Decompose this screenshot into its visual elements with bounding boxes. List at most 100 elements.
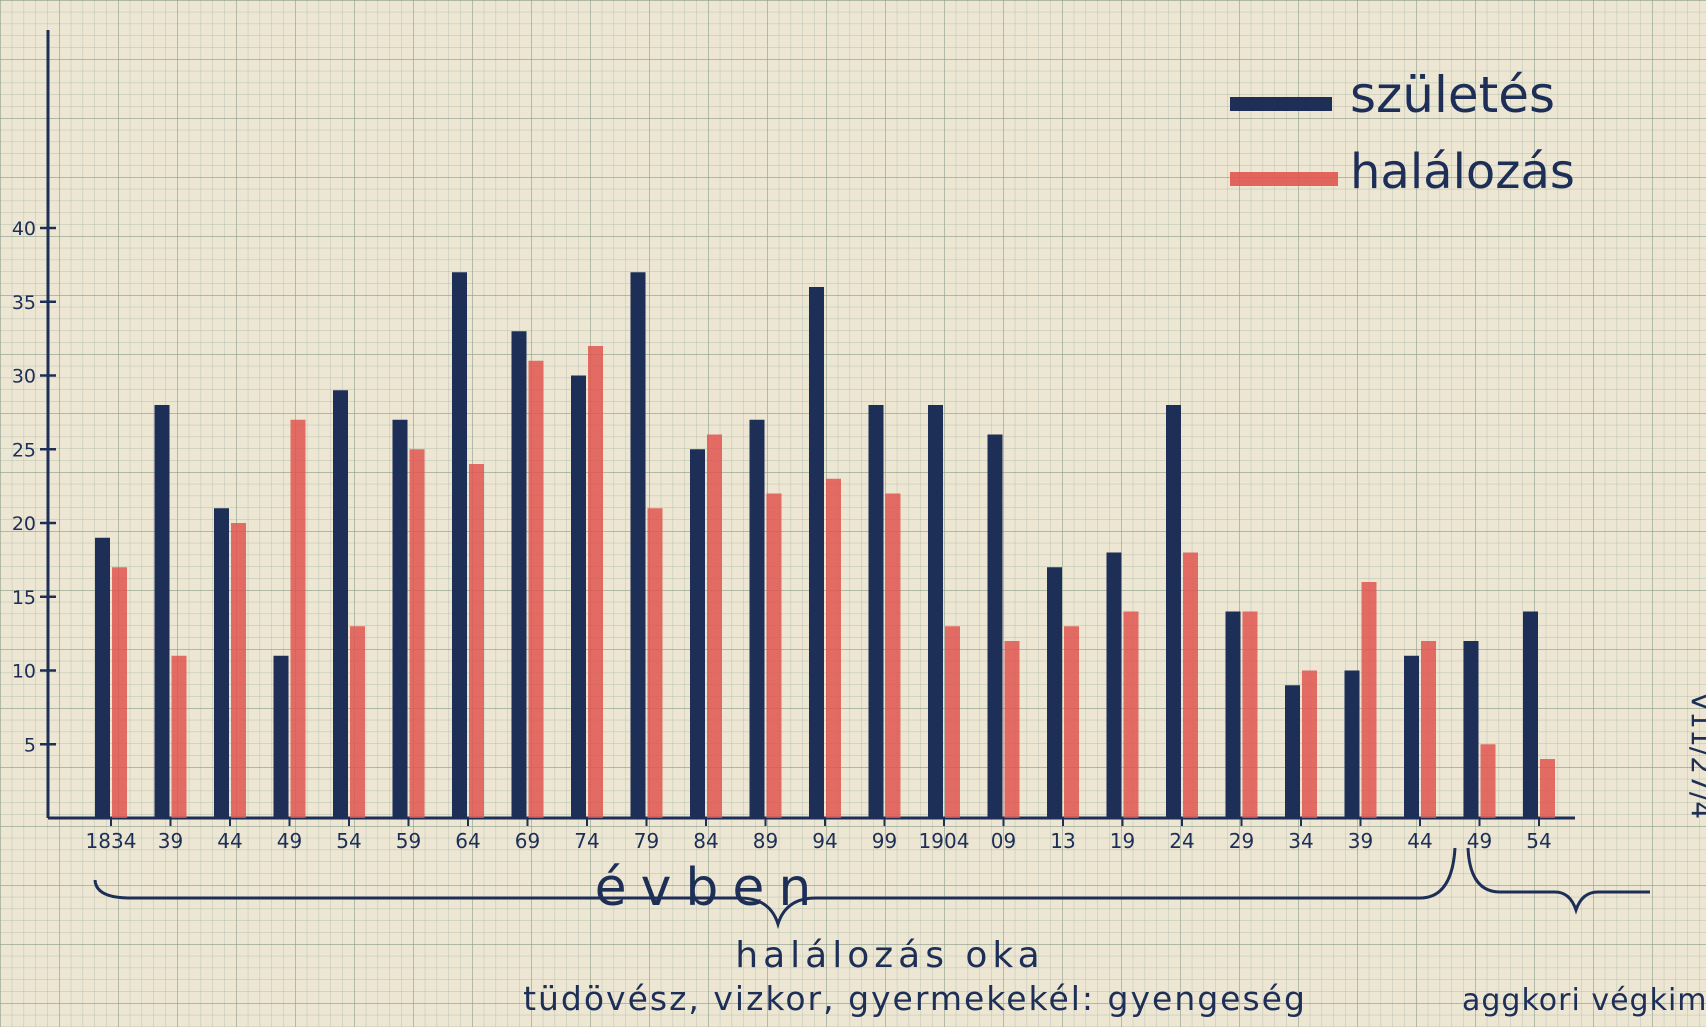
legend-label-deaths: halálozás xyxy=(1350,144,1575,200)
bar-deaths xyxy=(350,626,365,818)
bar-deaths xyxy=(171,655,187,818)
x-tick-label: 29 xyxy=(1229,829,1254,853)
x-tick-label: 89 xyxy=(753,829,778,853)
x-tick-label: 99 xyxy=(872,829,897,853)
bar-births xyxy=(630,272,646,818)
x-tick-label: 34 xyxy=(1288,829,1313,853)
bar-deaths xyxy=(1123,611,1139,818)
x-tick-label: 54 xyxy=(336,829,361,853)
bar-births xyxy=(1404,655,1419,818)
bar-births xyxy=(1106,552,1122,818)
y-tick-label: 35 xyxy=(12,292,36,314)
bar-births xyxy=(571,375,586,818)
bar-deaths xyxy=(826,478,841,818)
x-tick-label: 69 xyxy=(515,829,540,853)
x-tick-label: 13 xyxy=(1050,829,1075,853)
bar-births xyxy=(1344,670,1360,818)
bar-deaths xyxy=(885,493,901,818)
y-tick-label: 20 xyxy=(12,513,36,535)
y-tick-label: 15 xyxy=(12,587,36,609)
bar-deaths xyxy=(528,360,544,818)
bar-births xyxy=(333,390,348,818)
x-tick-label: 19 xyxy=(1110,829,1135,853)
legend: születés halálozás xyxy=(1230,66,1575,200)
legend-swatch-deaths xyxy=(1230,172,1338,186)
bar-births xyxy=(95,537,110,818)
y-tick-label: 5 xyxy=(24,734,36,756)
bar-deaths xyxy=(1064,626,1079,818)
cause-title: halálozás oka xyxy=(735,935,1044,976)
x-axis-label: évben xyxy=(595,858,826,918)
bar-deaths xyxy=(766,493,782,818)
x-tick-label: 94 xyxy=(812,829,837,853)
annotations: évben halálozás oka tüdövész, vizkor, gy… xyxy=(93,692,1706,1018)
bar-births xyxy=(1225,611,1241,818)
brace-years xyxy=(93,847,1457,930)
bar-deaths xyxy=(945,626,960,818)
bar-births xyxy=(452,272,467,818)
x-tick-label: 54 xyxy=(1526,829,1551,853)
legend-swatch-births xyxy=(1230,97,1332,111)
x-ticks: 1834 39 44 49 54 59 64 69 74 79 84 89 94 99 1904 09 13 19… xyxy=(86,818,1552,853)
x-tick-label: 44 xyxy=(1407,829,1432,853)
bar-deaths xyxy=(707,434,722,818)
bar-deaths xyxy=(1361,582,1377,818)
bar-births xyxy=(749,419,765,818)
y-ticks: 5 10 15 20 25 30 35 40 xyxy=(12,218,56,756)
bar-births xyxy=(214,508,229,818)
side-note: V11/27/4 xyxy=(1685,692,1706,819)
cause-right: aggkori végkim xyxy=(1462,983,1706,1018)
x-tick-label: 1834 xyxy=(86,829,137,853)
x-tick-label: 39 xyxy=(158,829,183,853)
bar-deaths xyxy=(1421,641,1436,818)
x-tick-label: 49 xyxy=(1467,829,1492,853)
bar-deaths xyxy=(112,567,127,818)
y-tick-label: 10 xyxy=(12,661,36,683)
x-tick-label: 59 xyxy=(396,829,421,853)
x-tick-label: 49 xyxy=(277,829,302,853)
bar-deaths xyxy=(1242,611,1258,818)
bar-births xyxy=(511,331,527,818)
x-tick-label: 24 xyxy=(1169,829,1194,853)
x-tick-label: 79 xyxy=(634,829,659,853)
y-tick-label: 30 xyxy=(12,366,36,388)
bar-births xyxy=(154,405,170,818)
legend-label-births: születés xyxy=(1350,66,1555,124)
y-tick-label: 25 xyxy=(12,439,36,461)
bar-births xyxy=(1523,611,1538,818)
bar-births xyxy=(1047,567,1062,818)
bar-deaths xyxy=(1183,552,1198,818)
x-tick-label: 39 xyxy=(1348,829,1373,853)
bars xyxy=(95,272,1555,818)
bar-births xyxy=(987,434,1003,818)
x-tick-label: 84 xyxy=(693,829,718,853)
bar-deaths xyxy=(1480,744,1496,818)
bar-deaths xyxy=(1302,670,1317,818)
bar-births xyxy=(273,655,289,818)
bar-births xyxy=(690,449,705,818)
brace-elderly xyxy=(1466,847,1650,915)
x-tick-label: 09 xyxy=(991,829,1016,853)
bar-births xyxy=(928,405,943,818)
cause-left: tüdövész, vizkor, gyermekekél: gyengeség xyxy=(523,979,1307,1018)
bar-deaths xyxy=(469,464,484,818)
bar-births xyxy=(809,287,824,818)
x-tick-label: 64 xyxy=(455,829,480,853)
bar-deaths xyxy=(1004,641,1020,818)
x-tick-label: 1904 xyxy=(919,829,970,853)
y-tick-label: 40 xyxy=(12,218,36,240)
bar-deaths xyxy=(231,523,246,818)
bar-deaths xyxy=(290,419,306,818)
bar-births xyxy=(1463,641,1479,818)
bar-deaths xyxy=(588,346,603,818)
bar-deaths xyxy=(409,449,425,818)
bar-births xyxy=(1166,405,1181,818)
bar-deaths xyxy=(647,508,663,818)
bar-births xyxy=(392,419,408,818)
x-tick-label: 74 xyxy=(574,829,599,853)
bar-deaths xyxy=(1540,759,1555,818)
bar-births xyxy=(1285,685,1300,818)
